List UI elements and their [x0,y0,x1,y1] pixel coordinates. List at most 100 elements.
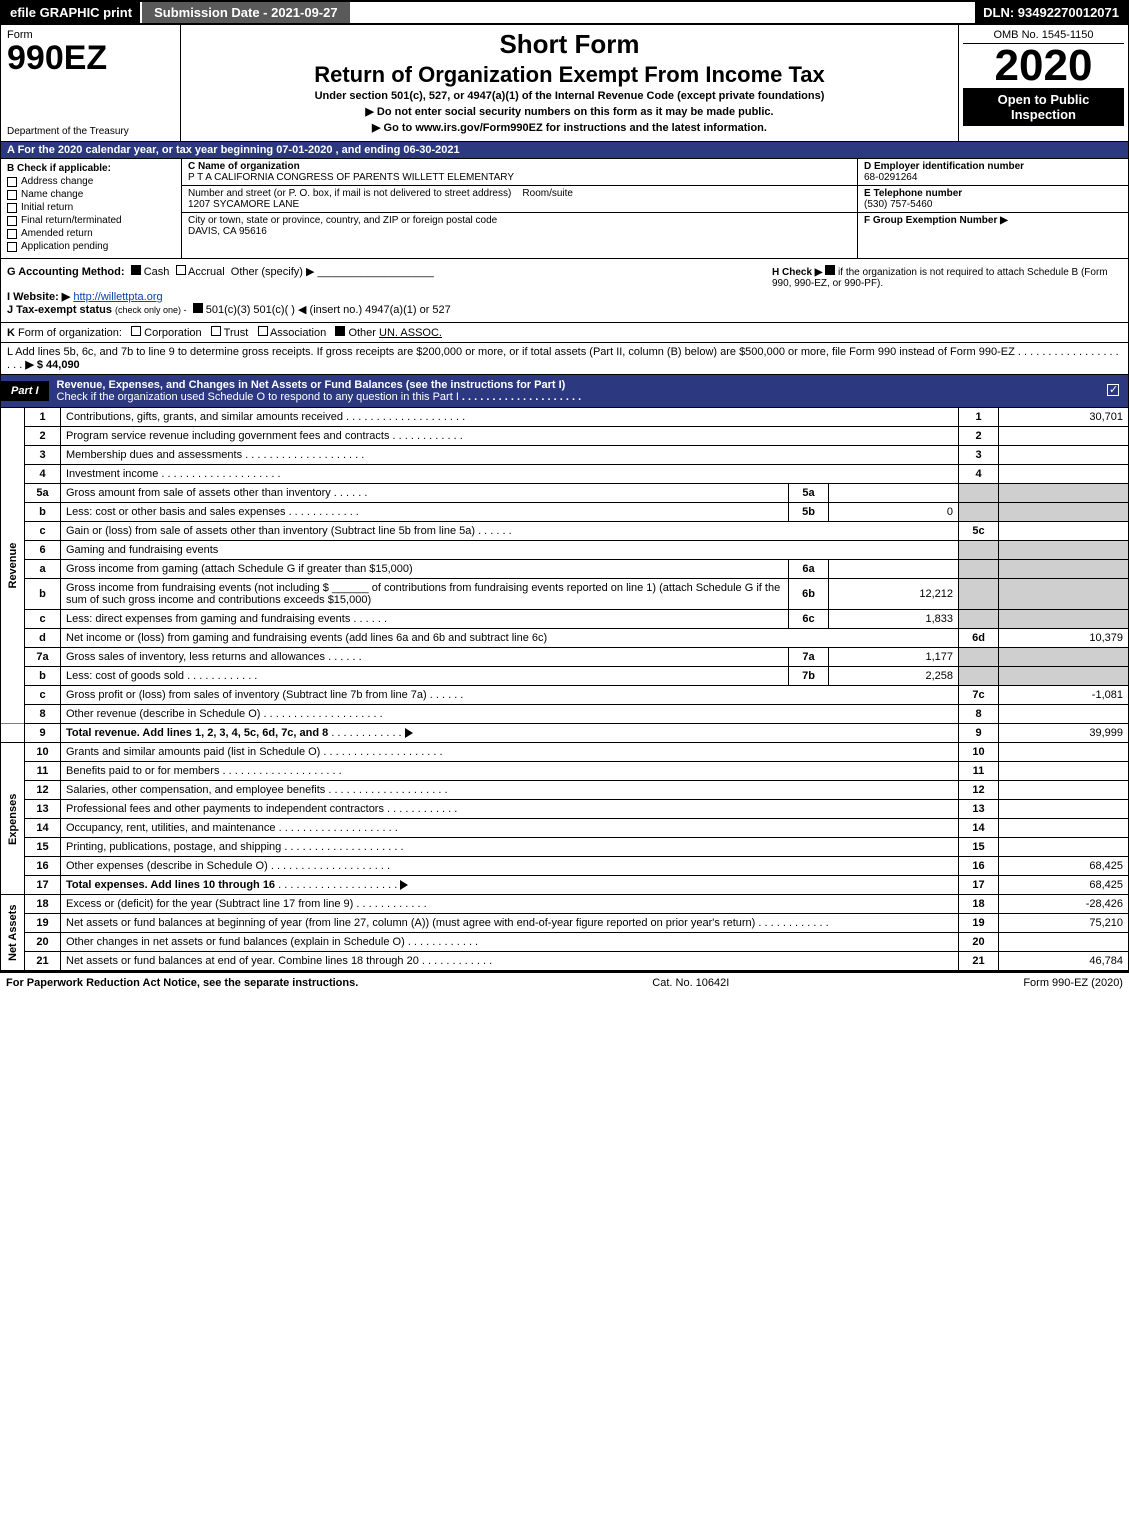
footer-right: Form 990-EZ (2020) [1023,977,1123,989]
col-b: B Check if applicable: Address change Na… [1,159,181,258]
row-k: K Form of organization: Corporation Trus… [0,323,1129,343]
rnum-shade [959,541,999,560]
subval: 2,258 [829,667,959,686]
lnum: 17 [25,876,61,895]
rnum-shade [959,579,999,610]
chk-name-change[interactable]: Name change [7,189,175,200]
chk-h[interactable] [825,265,835,275]
lnum: 3 [25,446,61,465]
lnum: 10 [25,743,61,762]
chk-amended-return[interactable]: Amended return [7,228,175,239]
note-ssn: ▶ Do not enter social security numbers o… [189,105,950,118]
lnum: b [25,579,61,610]
rval: 46,784 [999,952,1129,971]
lnum: 16 [25,857,61,876]
rval [999,762,1129,781]
subval [829,560,959,579]
lnum: 4 [25,465,61,484]
lnum: 7a [25,648,61,667]
side-expenses: Expenses [1,743,25,895]
section-a: A For the 2020 calendar year, or tax yea… [0,142,1129,159]
chk-other-org[interactable] [335,326,345,336]
lnum: c [25,522,61,541]
line-text: Other changes in net assets or fund bala… [61,933,959,952]
rnum-shade [959,484,999,503]
j-label: J Tax-exempt status [7,304,112,316]
lnum: 5a [25,484,61,503]
chk-final-return[interactable]: Final return/terminated [7,215,175,226]
j-sub: (check only one) - [115,305,187,315]
c-city-cell: City or town, state or province, country… [182,212,857,239]
line-text: Salaries, other compensation, and employ… [61,781,959,800]
rnum: 11 [959,762,999,781]
line-text: Gross sales of inventory, less returns a… [61,648,789,667]
h-label: H Check ▶ [772,267,822,278]
topbar: efile GRAPHIC print Submission Date - 20… [0,0,1129,25]
row-l: L Add lines 5b, 6c, and 7b to line 9 to … [0,343,1129,375]
part1-checkbox[interactable] [1098,384,1128,399]
d-cell: D Employer identification number 68-0291… [858,159,1128,185]
line-text: Less: cost of goods sold [61,667,789,686]
addr-label: Number and street (or P. O. box, if mail… [188,188,511,199]
line-text: Grants and similar amounts paid (list in… [61,743,959,762]
rval-shade [999,610,1129,629]
part1-header: Part I Revenue, Expenses, and Changes in… [0,375,1129,408]
org-name: P T A CALIFORNIA CONGRESS OF PARENTS WIL… [188,172,514,183]
chk-corp[interactable] [131,326,141,336]
room-label: Room/suite [522,188,573,199]
l-value: ▶ $ 44,090 [25,359,79,371]
ein: 68-0291264 [864,172,917,183]
chk-initial-return[interactable]: Initial return [7,202,175,213]
side-netassets: Net Assets [1,895,25,971]
subnum: 6b [789,579,829,610]
chk-address-change[interactable]: Address change [7,176,175,187]
chk-501c3[interactable] [193,303,203,313]
g-other: Other (specify) ▶ [231,266,315,278]
subval: 12,212 [829,579,959,610]
line-text: Net assets or fund balances at end of ye… [61,952,959,971]
website-link[interactable]: http://willettpta.org [73,291,162,303]
f-label: F Group Exemption Number ▶ [864,215,1008,226]
subnum: 5b [789,503,829,522]
chk-cash[interactable] [131,265,141,275]
rnum: 1 [959,408,999,427]
line-text: Less: cost or other basis and sales expe… [61,503,789,522]
rnum: 16 [959,857,999,876]
line-text: Gross amount from sale of assets other t… [61,484,789,503]
chk-application-pending[interactable]: Application pending [7,241,175,252]
chk-accrual[interactable] [176,265,186,275]
line-text: Net assets or fund balances at beginning… [61,914,959,933]
rnum: 19 [959,914,999,933]
rnum: 20 [959,933,999,952]
lnum: 9 [25,724,61,743]
chk-assoc[interactable] [258,326,268,336]
c-label: C Name of organization [188,161,300,172]
row-gh: G Accounting Method: Cash Accrual Other … [0,259,1129,323]
rnum: 6d [959,629,999,648]
rval [999,819,1129,838]
header-center: Short Form Return of Organization Exempt… [181,25,958,141]
rval [999,743,1129,762]
lnum: 8 [25,705,61,724]
col-def: D Employer identification number 68-0291… [858,159,1128,258]
city-value: DAVIS, CA 95616 [188,226,267,237]
lnum: 6 [25,541,61,560]
rnum: 8 [959,705,999,724]
arrow-icon [405,728,413,738]
line-text: Gaming and fundraising events [61,541,959,560]
header-left: Form 990EZ Department of the Treasury [1,25,181,141]
chk-label: Address change [21,176,93,187]
rval: 39,999 [999,724,1129,743]
line-text: Contributions, gifts, grants, and simila… [61,408,959,427]
subval: 1,833 [829,610,959,629]
block-bcdef: B Check if applicable: Address change Na… [0,159,1129,259]
lnum: 15 [25,838,61,857]
rval: 68,425 [999,857,1129,876]
line-text: Occupancy, rent, utilities, and maintena… [61,819,959,838]
lnum: 13 [25,800,61,819]
rval [999,933,1129,952]
rnum: 3 [959,446,999,465]
line-text: Gross income from fundraising events (no… [61,579,789,610]
rval [999,800,1129,819]
chk-trust[interactable] [211,326,221,336]
